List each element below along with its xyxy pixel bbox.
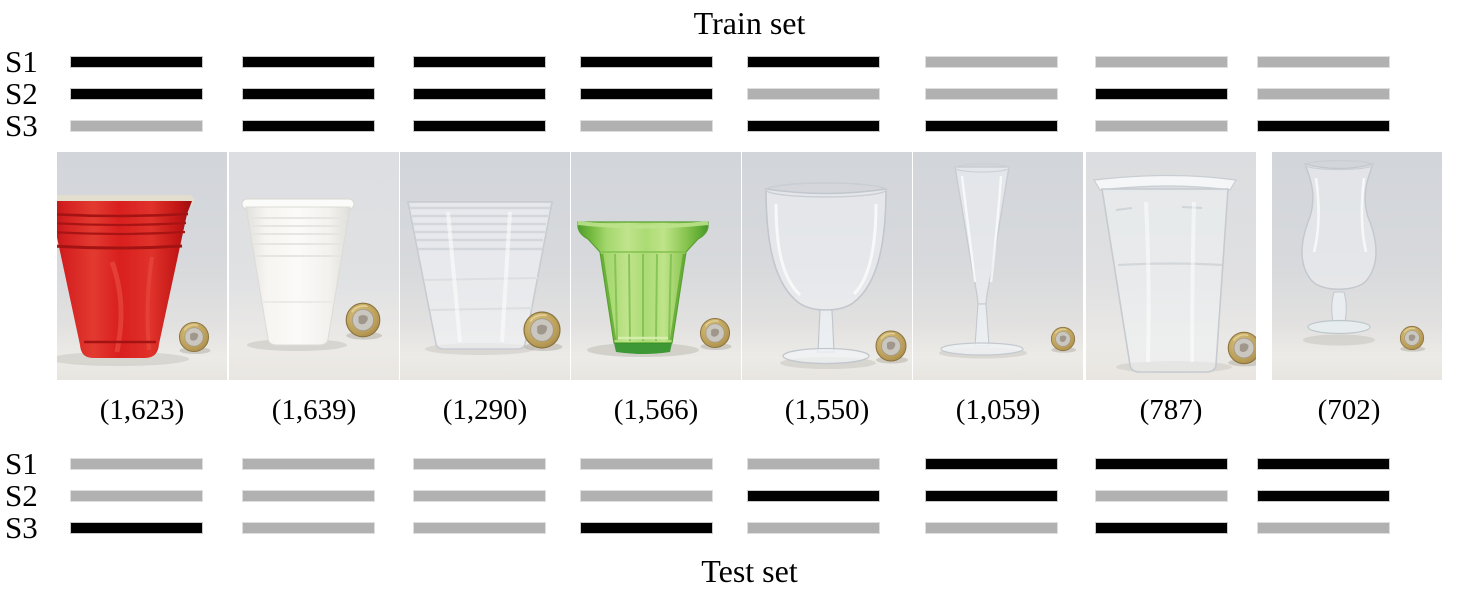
- test-s3-col1-bar: [70, 522, 203, 534]
- sample-count-col5: (1,550): [784, 394, 870, 426]
- train-set-title: Train set: [693, 5, 806, 41]
- train-row-label-s2: S2: [5, 76, 38, 111]
- test-row-label-s1: S1: [5, 446, 38, 481]
- test-s1-col5-bar: [747, 458, 880, 470]
- test-s3-col8-bar: [1257, 522, 1390, 534]
- sample-count-col7: (787): [1139, 394, 1203, 426]
- train-s2-col7-bar: [1095, 88, 1228, 100]
- train-s2-col2-bar: [242, 88, 375, 100]
- train-s2-col6-bar: [925, 88, 1058, 100]
- test-s1-col2-bar: [242, 458, 375, 470]
- photo-clear-pint-cup: [1086, 152, 1256, 380]
- test-s2-col6-bar: [925, 490, 1058, 502]
- train-s3-col1-bar: [70, 120, 203, 132]
- test-s2-col3-bar: [413, 490, 546, 502]
- photo-champagne-flute: [913, 152, 1083, 380]
- train-s3-col7-bar: [1095, 120, 1228, 132]
- test-s2-col7-bar: [1095, 490, 1228, 502]
- test-row-label-s2: S2: [5, 478, 38, 513]
- test-s3-col7-bar: [1095, 522, 1228, 534]
- test-s2-col8-bar: [1257, 490, 1390, 502]
- sample-count-col4: (1,566): [613, 394, 699, 426]
- test-s1-col7-bar: [1095, 458, 1228, 470]
- sample-count-col1: (1,623): [99, 394, 185, 426]
- train-s2-col1-bar: [70, 88, 203, 100]
- train-s3-col8-bar: [1257, 120, 1390, 132]
- train-s2-col5-bar: [747, 88, 880, 100]
- sample-count-col2: (1,639): [271, 394, 357, 426]
- test-s3-col3-bar: [413, 522, 546, 534]
- photo-plastic-wine-goblet: [742, 152, 912, 380]
- test-set-title: Test set: [701, 553, 798, 589]
- train-s1-col3-bar: [413, 56, 546, 68]
- test-s1-col4-bar: [580, 458, 713, 470]
- train-s2-col3-bar: [413, 88, 546, 100]
- sample-count-col3: (1,290): [442, 394, 528, 426]
- train-s1-col8-bar: [1257, 56, 1390, 68]
- photo-red-party-cup: [57, 152, 227, 380]
- train-row-label-s3: S3: [5, 108, 38, 143]
- test-s3-col2-bar: [242, 522, 375, 534]
- test-s3-col5-bar: [747, 522, 880, 534]
- photo-green-glass-tumbler: [571, 152, 741, 380]
- photo-hurricane-glass: [1272, 152, 1442, 380]
- train-s3-col5-bar: [747, 120, 880, 132]
- test-s2-col5-bar: [747, 490, 880, 502]
- train-s3-col6-bar: [925, 120, 1058, 132]
- train-row-label-s1: S1: [5, 44, 38, 79]
- test-s2-col2-bar: [242, 490, 375, 502]
- train-s3-col2-bar: [242, 120, 375, 132]
- test-s1-col6-bar: [925, 458, 1058, 470]
- sample-count-col8: (702): [1317, 394, 1381, 426]
- cup-shadow: [1303, 334, 1375, 346]
- test-s1-col1-bar: [70, 458, 203, 470]
- test-s2-col1-bar: [70, 490, 203, 502]
- photo-clear-plastic-cup: [400, 152, 570, 380]
- test-row-label-s3: S3: [5, 510, 38, 545]
- train-s1-col1-bar: [70, 56, 203, 68]
- train-s1-col4-bar: [580, 56, 713, 68]
- test-s1-col8-bar: [1257, 458, 1390, 470]
- train-s3-col3-bar: [413, 120, 546, 132]
- test-s2-col4-bar: [580, 490, 713, 502]
- train-s1-col5-bar: [747, 56, 880, 68]
- photo-white-plastic-cup: [229, 152, 399, 380]
- train-s2-col4-bar: [580, 88, 713, 100]
- test-s3-col4-bar: [580, 522, 713, 534]
- train-s1-col6-bar: [925, 56, 1058, 68]
- test-s1-col3-bar: [413, 458, 546, 470]
- train-s2-col8-bar: [1257, 88, 1390, 100]
- train-s1-col2-bar: [242, 56, 375, 68]
- test-s3-col6-bar: [925, 522, 1058, 534]
- sample-count-col6: (1,059): [955, 394, 1041, 426]
- train-s3-col4-bar: [580, 120, 713, 132]
- train-s1-col7-bar: [1095, 56, 1228, 68]
